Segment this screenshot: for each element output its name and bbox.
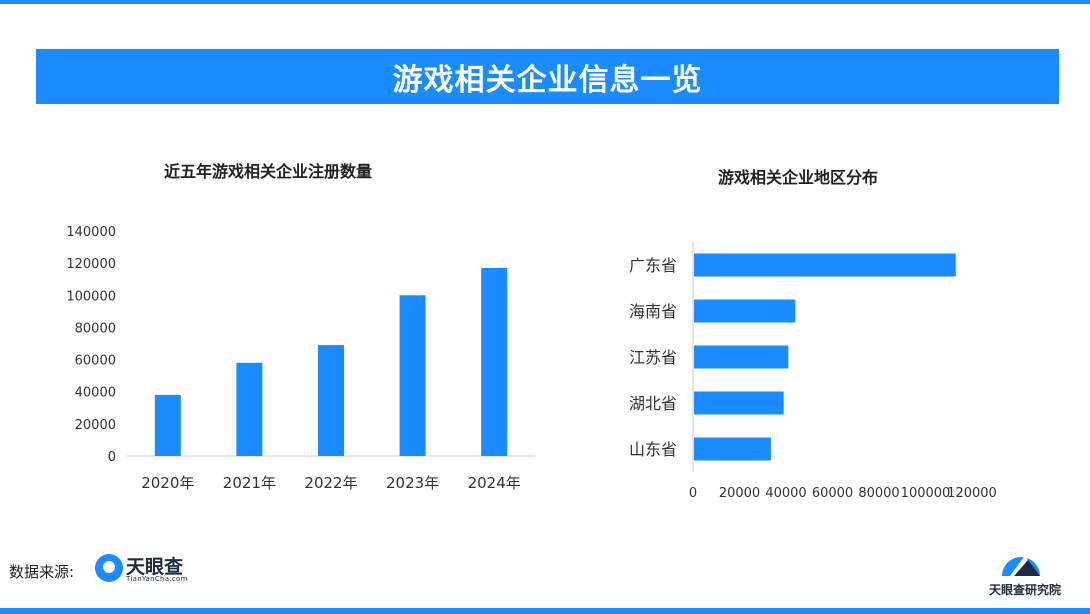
x-tick-label: 40000: [765, 486, 806, 501]
category-label: 海南省: [629, 302, 677, 321]
tianyancha-logo: 天眼查 TianYanCha.com: [95, 552, 205, 586]
y-tick-label: 60000: [75, 354, 116, 369]
x-tick-label: 20000: [719, 486, 760, 501]
page-title: 游戏相关企业信息一览: [392, 62, 703, 98]
x-tick-label: 2020年: [141, 474, 194, 492]
bar-江苏省: [694, 345, 789, 369]
category-label: 山东省: [629, 440, 677, 459]
bar-2024年: [481, 267, 508, 456]
y-tick-label: 40000: [75, 386, 116, 401]
category-label: 湖北省: [629, 394, 677, 413]
y-tick-label: 20000: [75, 418, 116, 433]
bottom-stripe: [0, 608, 1090, 614]
institute-mark-icon: [1002, 554, 1040, 576]
institute-logo: 天眼查研究院: [980, 538, 1070, 600]
logo-subtitle: TianYanCha.com: [126, 575, 188, 583]
institute-name: 天眼查研究院: [988, 583, 1061, 597]
x-tick-label: 80000: [858, 486, 899, 501]
bar-山东省: [694, 437, 771, 461]
logo-name: 天眼查: [126, 556, 184, 578]
bar-2022年: [318, 345, 344, 456]
bar-2021年: [236, 362, 263, 456]
title-banner: 游戏相关企业信息一览: [36, 49, 1059, 104]
x-tick-label: 2024年: [468, 474, 521, 492]
bar-湖北省: [694, 391, 784, 415]
x-tick-label: 2022年: [304, 474, 357, 492]
x-tick-label: 60000: [812, 486, 853, 501]
bar-2020年: [154, 394, 181, 456]
y-tick-label: 80000: [75, 321, 116, 336]
category-label: 江苏省: [629, 348, 677, 367]
tianyancha-logo-icon: [95, 554, 123, 582]
top-stripe: [0, 0, 1090, 4]
bar-2023年: [399, 295, 426, 456]
right-chart-title: 游戏相关企业地区分布: [718, 168, 879, 187]
source-label: 数据来源:: [9, 563, 75, 581]
y-tick-label: 140000: [66, 225, 116, 240]
bar-海南省: [694, 299, 796, 323]
y-tick-label: 100000: [66, 289, 116, 304]
x-tick-label: 100000: [901, 486, 951, 501]
left-chart-title: 近五年游戏相关企业注册数量: [164, 162, 373, 181]
category-label: 广东省: [629, 256, 677, 275]
y-tick-label: 120000: [66, 257, 116, 272]
y-tick-label: 0: [108, 450, 116, 465]
x-tick-label: 2021年: [223, 474, 276, 492]
x-tick-label: 2023年: [386, 474, 439, 492]
x-tick-label: 0: [689, 486, 697, 501]
x-tick-label: 120000: [947, 486, 997, 501]
bar-广东省: [694, 253, 956, 277]
